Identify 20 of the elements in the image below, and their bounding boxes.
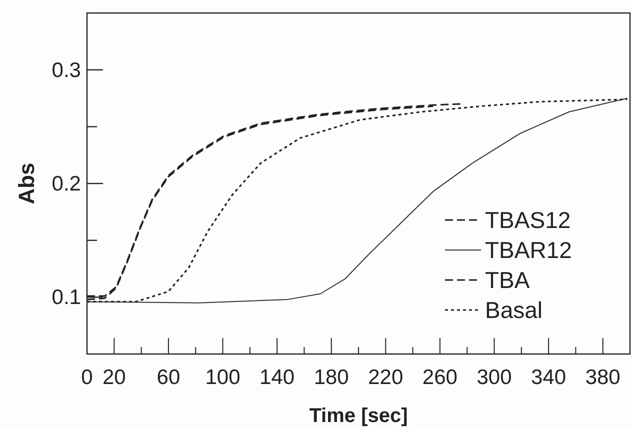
x-tick-label: 180 [314, 366, 349, 389]
x-tick-label: 380 [585, 366, 620, 389]
y-tick-label: 0.1 [52, 286, 81, 310]
x-tick-label: 340 [531, 366, 566, 389]
x-tick-label: 140 [260, 366, 295, 389]
x-axis-title: Time [sec] [309, 405, 408, 427]
x-tick-label: 300 [476, 366, 512, 389]
x-tick-label: 60 [156, 366, 180, 389]
y-tick-label: 0.3 [52, 58, 81, 82]
x-tick-label: 0 [81, 366, 93, 389]
x-tick-label: 220 [368, 366, 404, 389]
y-axis-title: Abs [14, 162, 39, 204]
x-tick-label: 100 [205, 366, 240, 389]
x-tick-label: 20 [102, 366, 126, 389]
y-tick-label: 0.2 [52, 172, 81, 196]
legend-label: TBAR12 [485, 237, 572, 263]
legend-label: Basal [485, 297, 543, 323]
legend-label: TBAS12 [485, 207, 571, 233]
x-tick-label: 260 [422, 366, 458, 389]
legend-label: TBA [485, 267, 530, 293]
